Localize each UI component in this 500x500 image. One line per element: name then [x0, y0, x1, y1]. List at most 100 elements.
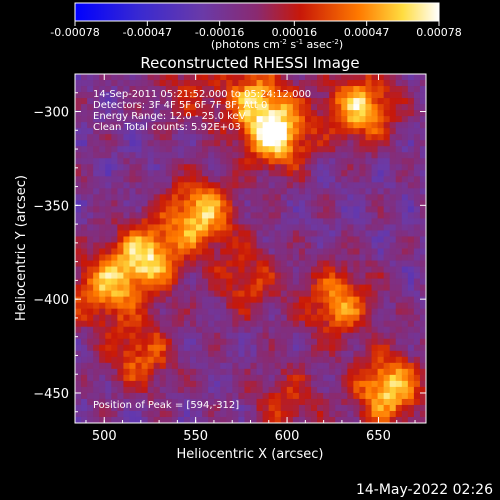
heatmap-cell	[99, 248, 106, 255]
heatmap-cell	[147, 158, 155, 165]
heatmap-cell	[141, 314, 149, 322]
heatmap-cell	[196, 392, 203, 400]
heatmap-cell	[311, 266, 318, 273]
heatmap-cell	[292, 344, 300, 352]
heatmap-cell	[117, 194, 124, 201]
heatmap-cell	[177, 404, 185, 412]
heatmap-cell	[323, 302, 330, 310]
heatmap-cell	[196, 206, 203, 213]
heatmap-cell	[286, 98, 294, 105]
heatmap-cell	[165, 170, 173, 177]
heatmap-cell	[75, 98, 82, 105]
heatmap-cell	[135, 344, 142, 352]
heatmap-cell	[244, 86, 251, 93]
heatmap-cell	[419, 218, 427, 225]
heatmap-cell	[377, 266, 385, 273]
heatmap-cell	[208, 314, 215, 322]
heatmap-cell	[141, 182, 149, 189]
heatmap-cell	[75, 254, 82, 261]
heatmap-cell	[123, 212, 130, 219]
heatmap-cell	[353, 314, 360, 322]
heatmap-cell	[81, 86, 88, 93]
heatmap-cell	[280, 290, 288, 298]
heatmap-cell	[377, 332, 385, 340]
heatmap-cell	[383, 266, 391, 273]
heatmap-cell	[359, 338, 366, 346]
heatmap-cell	[292, 98, 300, 105]
heatmap-cell	[298, 404, 306, 412]
heatmap-cell	[123, 134, 130, 141]
heatmap-cell	[262, 224, 270, 231]
heatmap-cell	[220, 392, 227, 400]
heatmap-cell	[413, 362, 421, 370]
heatmap-cell	[371, 92, 378, 99]
heatmap-cell	[153, 92, 161, 99]
heatmap-cell	[220, 296, 227, 304]
heatmap-cell	[123, 140, 130, 147]
heatmap-cell	[165, 122, 173, 129]
heatmap-cell	[226, 338, 233, 346]
heatmap-cell	[401, 260, 409, 267]
heatmap-cell	[359, 242, 366, 249]
heatmap-cell	[389, 218, 397, 225]
heatmap-cell	[123, 392, 130, 400]
heatmap-cell	[395, 308, 403, 316]
heatmap-cell	[323, 194, 330, 201]
heatmap-cell	[183, 218, 191, 225]
heatmap-cell	[329, 344, 336, 352]
heatmap-cell	[135, 134, 142, 141]
heatmap-cell	[99, 80, 106, 87]
heatmap-cell	[238, 158, 245, 165]
heatmap-cell	[413, 248, 421, 255]
heatmap-cell	[298, 248, 306, 255]
heatmap-cell	[105, 182, 112, 189]
heatmap-cell	[353, 176, 360, 183]
heatmap-cell	[129, 374, 136, 382]
heatmap-cell	[153, 248, 161, 255]
heatmap-cell	[99, 350, 106, 358]
heatmap-cell	[280, 362, 288, 370]
heatmap-cell	[377, 194, 385, 201]
heatmap-cell	[365, 416, 372, 424]
heatmap-cell	[280, 296, 288, 304]
heatmap-cell	[226, 374, 233, 382]
heatmap-cell	[214, 122, 221, 129]
heatmap-cell	[220, 212, 227, 219]
heatmap-cell	[371, 164, 378, 171]
heatmap-cell	[189, 116, 197, 123]
heatmap-cell	[274, 146, 282, 153]
heatmap-cell	[135, 86, 142, 93]
heatmap-cell	[129, 398, 136, 406]
heatmap-cell	[268, 362, 276, 370]
heatmap-cell	[347, 326, 354, 334]
heatmap-cell	[189, 248, 197, 255]
heatmap-cell	[395, 320, 403, 328]
heatmap-cell	[389, 134, 397, 141]
heatmap-cell	[232, 410, 239, 418]
heatmap-cell	[232, 266, 239, 273]
heatmap-cell	[244, 134, 251, 141]
heatmap-cell	[401, 122, 409, 129]
heatmap-cell	[329, 176, 336, 183]
heatmap-cell	[202, 182, 209, 189]
heatmap-cell	[407, 320, 415, 328]
heatmap-cell	[196, 74, 203, 81]
heatmap-cell	[153, 380, 161, 388]
heatmap-cell	[189, 314, 197, 322]
heatmap-cell	[75, 128, 82, 135]
heatmap-cell	[232, 164, 239, 171]
heatmap-cell	[123, 398, 130, 406]
heatmap-cell	[141, 296, 149, 304]
heatmap-cell	[292, 152, 300, 159]
heatmap-cell	[395, 86, 403, 93]
heatmap-cell	[286, 320, 294, 328]
heatmap-cell	[177, 326, 185, 334]
heatmap-cell	[81, 302, 88, 310]
heatmap-cell	[335, 356, 342, 364]
heatmap-cell	[395, 386, 403, 394]
heatmap-cell	[274, 86, 282, 93]
heatmap-cell	[135, 182, 142, 189]
heatmap-cell	[87, 134, 94, 141]
heatmap-cell	[238, 212, 245, 219]
colorbar-tick-label: 0.00016	[272, 26, 318, 39]
